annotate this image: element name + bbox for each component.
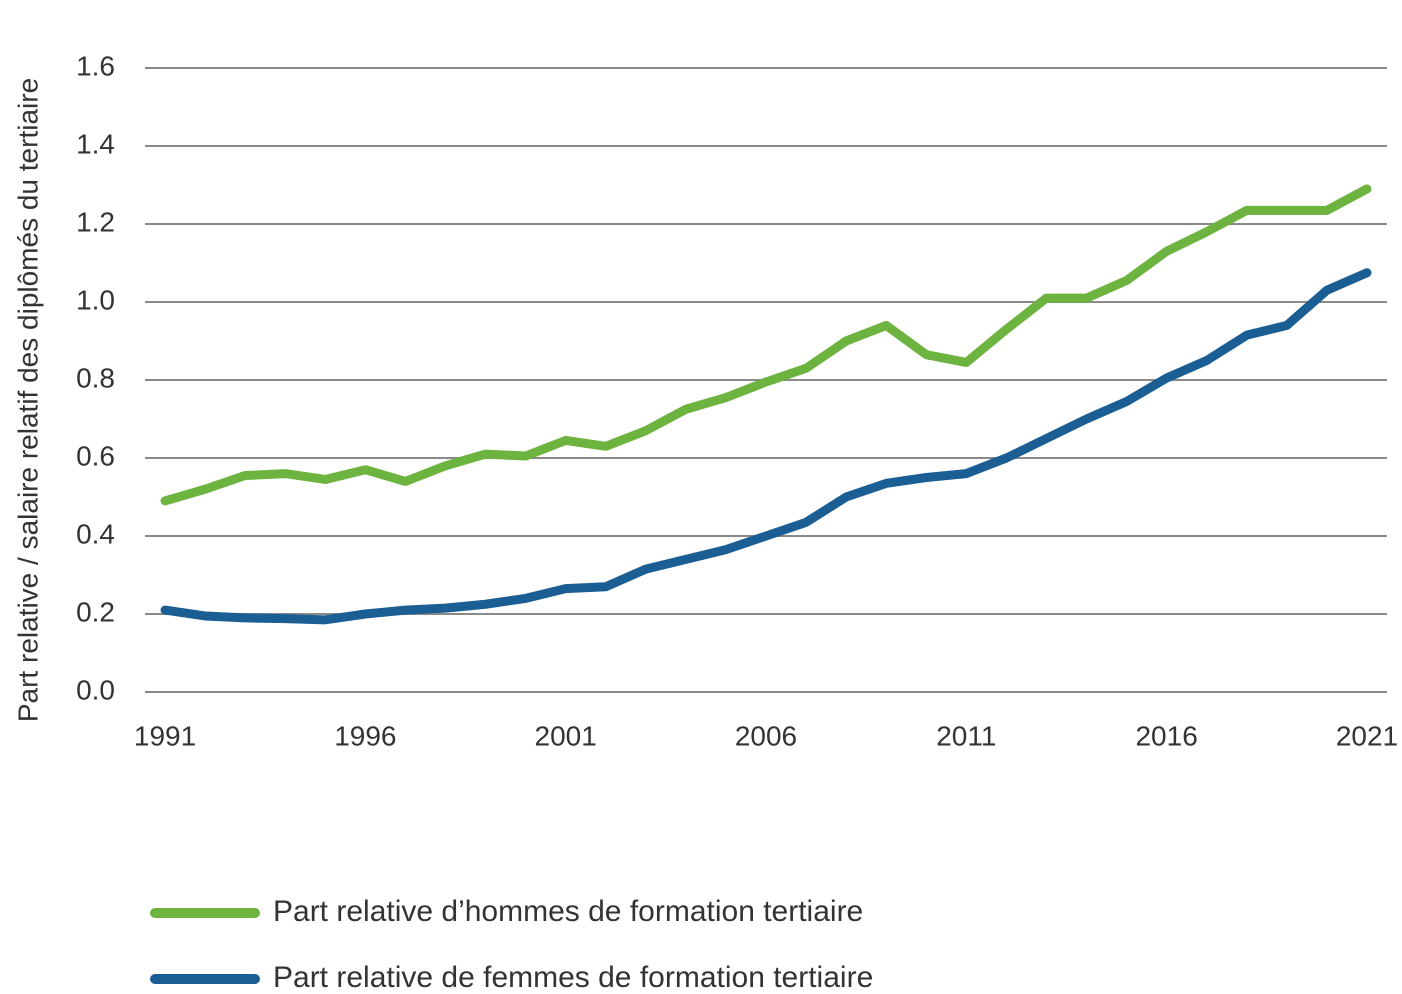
y-tick-label: 1.2 bbox=[76, 206, 115, 237]
x-tick-label: 2021 bbox=[1336, 720, 1398, 751]
y-tick-label: 1.6 bbox=[76, 50, 115, 81]
legend-label: Part relative de femmes de formation ter… bbox=[273, 961, 873, 994]
x-tick-label: 2006 bbox=[735, 720, 797, 751]
y-tick-label: 1.4 bbox=[76, 128, 115, 159]
y-tick-label: 0.0 bbox=[76, 674, 115, 705]
y-tick-label: 1.0 bbox=[76, 284, 115, 315]
x-tick-label: 2001 bbox=[535, 720, 597, 751]
x-tick-label: 1996 bbox=[334, 720, 396, 751]
y-axis-label: Part relative / salaire relatif des dipl… bbox=[12, 78, 43, 722]
x-tick-label: 2011 bbox=[936, 720, 996, 751]
legend-label: Part relative d’hommes de formation tert… bbox=[273, 895, 863, 928]
x-tick-label: 2016 bbox=[1135, 720, 1197, 751]
y-tick-label: 0.6 bbox=[76, 440, 115, 471]
y-tick-label: 0.4 bbox=[76, 518, 115, 549]
x-tick-label: 1991 bbox=[134, 720, 196, 751]
series-line bbox=[160, 268, 1372, 625]
series-line bbox=[160, 184, 1372, 506]
y-tick-label: 0.2 bbox=[76, 596, 115, 627]
y-tick-label: 0.8 bbox=[76, 362, 115, 393]
